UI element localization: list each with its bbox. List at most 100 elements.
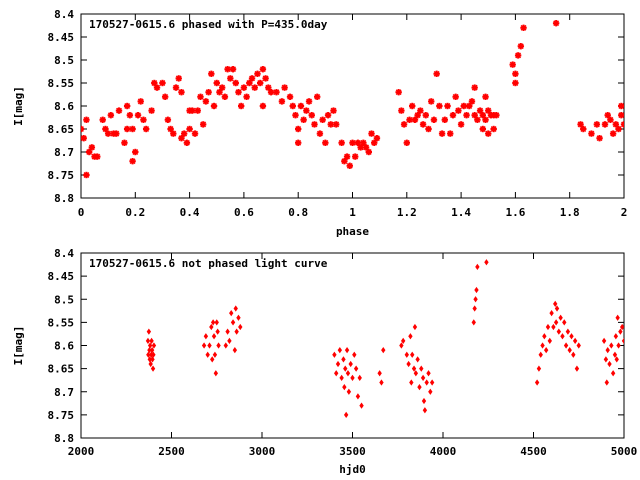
data-point — [552, 20, 560, 27]
data-point — [609, 342, 614, 349]
data-point — [485, 107, 492, 114]
data-point — [484, 259, 489, 266]
data-point — [273, 89, 280, 96]
data-point — [210, 319, 216, 326]
data-point — [123, 102, 131, 110]
data-point — [159, 79, 166, 87]
data-point — [421, 397, 427, 405]
data-point — [149, 347, 155, 354]
data-point — [419, 121, 427, 128]
data-point — [85, 148, 93, 156]
y-tick-label: 8.75 — [48, 409, 75, 422]
data-point — [406, 116, 413, 123]
data-point — [473, 296, 478, 303]
data-point — [565, 328, 571, 335]
data-point — [551, 323, 556, 331]
data-point — [556, 328, 562, 335]
data-point — [295, 125, 302, 133]
data-point — [422, 407, 428, 414]
data-series — [81, 20, 624, 179]
data-point — [545, 323, 551, 331]
data-point — [577, 121, 584, 128]
data-point — [324, 112, 332, 119]
x-tick-label: 0.6 — [234, 206, 254, 219]
data-point — [102, 125, 109, 133]
data-point — [360, 139, 367, 146]
x-tick-label: 1.8 — [560, 206, 580, 219]
data-point — [357, 374, 362, 381]
data-point — [580, 125, 587, 133]
data-point — [267, 89, 275, 96]
data-point — [607, 116, 614, 123]
data-point — [574, 365, 580, 372]
data-point — [436, 102, 443, 110]
data-point — [354, 139, 362, 146]
data-point — [362, 144, 370, 151]
data-point — [186, 125, 193, 133]
data-point — [104, 130, 112, 137]
data-point — [251, 84, 258, 91]
data-point — [373, 135, 381, 142]
data-point — [211, 333, 217, 340]
data-point — [303, 107, 310, 114]
data-point — [167, 125, 174, 133]
data-point — [553, 300, 558, 307]
data-point — [350, 374, 355, 381]
data-point — [379, 379, 384, 386]
x-tick-label: 2000 — [68, 445, 95, 458]
data-point — [207, 342, 212, 349]
data-point — [209, 323, 214, 331]
y-tick-label: 8.8 — [54, 432, 74, 445]
data-point — [259, 66, 267, 73]
data-point — [601, 337, 607, 344]
data-point — [605, 347, 610, 354]
data-point — [237, 102, 245, 110]
data-point — [614, 356, 619, 363]
data-point — [466, 102, 473, 110]
data-point — [343, 153, 351, 160]
data-point — [170, 130, 177, 137]
data-point — [377, 370, 382, 377]
y-tick-label: 8.7 — [54, 146, 74, 159]
data-point — [520, 24, 527, 31]
data-point — [400, 121, 408, 128]
data-point — [151, 342, 157, 349]
data-point — [146, 328, 152, 335]
chart-title: 170527-0615.6 phased with P=435.0day — [89, 18, 328, 31]
data-point — [359, 402, 364, 409]
data-point — [343, 365, 348, 372]
data-point — [81, 135, 87, 142]
data-point — [289, 102, 296, 110]
data-point — [490, 125, 497, 133]
data-point — [409, 102, 416, 110]
data-point — [229, 310, 234, 317]
data-point — [604, 112, 611, 119]
x-tick-label: 2 — [621, 206, 628, 219]
data-point — [549, 310, 554, 317]
x-axis-label: phase — [336, 225, 369, 238]
data-point — [256, 79, 264, 87]
data-point — [514, 52, 522, 59]
data-point — [197, 93, 204, 100]
data-point — [417, 384, 422, 391]
data-point — [339, 374, 344, 381]
data-point — [613, 333, 619, 340]
data-point — [588, 130, 595, 137]
data-point — [161, 93, 169, 100]
data-point — [406, 360, 411, 368]
data-point — [343, 411, 349, 418]
data-point — [202, 98, 210, 105]
data-point — [132, 148, 139, 156]
data-point — [509, 61, 516, 68]
data-point — [471, 112, 478, 119]
data-point — [433, 70, 440, 77]
data-point — [553, 319, 559, 326]
data-point — [353, 365, 359, 372]
data-point — [94, 153, 101, 160]
data-point — [355, 393, 361, 400]
data-point — [612, 121, 620, 128]
data-point — [83, 171, 90, 179]
data-point — [536, 365, 542, 372]
data-point — [471, 84, 478, 91]
